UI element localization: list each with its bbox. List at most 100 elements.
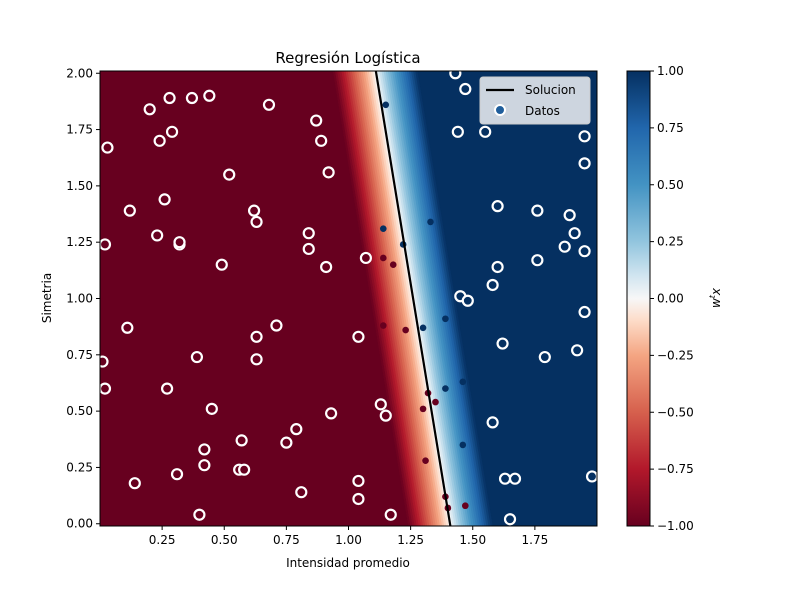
data-point (320, 260, 333, 274)
data-point (302, 242, 315, 256)
legend-box (479, 76, 591, 125)
y-tick-label: 0.75 (66, 348, 93, 362)
y-tick-label: 1.00 (66, 292, 93, 306)
data-point (143, 103, 156, 116)
data-point (374, 398, 387, 411)
chart-title: Regresión Logística (275, 49, 420, 67)
y-tick-label: 0.50 (66, 404, 93, 418)
colorbar-gradient (626, 70, 651, 527)
data-point (170, 468, 184, 481)
data-point (185, 91, 199, 105)
y-tick-label: 1.50 (66, 179, 93, 193)
data-point (198, 459, 211, 472)
surface-band (394, 71, 473, 526)
surface-band (389, 71, 468, 526)
data-point (173, 236, 186, 249)
data-point (486, 416, 499, 429)
data-point (205, 402, 218, 415)
surface-band (343, 71, 422, 526)
y-tick-label: 1.75 (66, 123, 93, 137)
surface-band (362, 71, 441, 526)
data-point (578, 245, 591, 258)
data-point (223, 168, 236, 181)
legend-label-solucion: Solucion (525, 83, 576, 97)
data-point (325, 407, 338, 420)
surface-band (398, 71, 477, 526)
y-axis-label: Simetria (40, 273, 54, 323)
legend: Solucion Datos (479, 76, 591, 125)
surface-band (400, 71, 479, 526)
colorbar-tick-label: 1.00 (657, 64, 684, 78)
data-point (158, 193, 171, 206)
data-point (302, 227, 315, 240)
data-point (100, 238, 112, 251)
data-point (352, 492, 365, 506)
surface-band (337, 71, 416, 526)
data-point (491, 200, 504, 213)
data-point (496, 337, 509, 350)
data-point (384, 508, 397, 521)
surface-band (413, 71, 492, 526)
data-point (427, 218, 434, 226)
data-point (531, 254, 544, 267)
data-point (379, 225, 387, 232)
surface-band (370, 71, 449, 526)
colorbar-tick-label: −0.50 (657, 405, 694, 419)
x-tick-label: 1.00 (335, 533, 362, 547)
data-point (491, 260, 504, 274)
data-point (449, 71, 462, 80)
surface-band (366, 71, 445, 526)
surface-band (415, 71, 494, 526)
data-point (486, 278, 499, 292)
x-axis: 0.25 0.50 0.75 1.00 1.25 1.50 1.75 (149, 526, 548, 547)
surface-band (392, 71, 471, 526)
x-tick-label: 1.25 (397, 533, 424, 547)
data-point (203, 89, 216, 102)
surface-band (387, 71, 466, 526)
colorbar-tick-label: −0.75 (657, 462, 694, 476)
data-point (128, 477, 141, 490)
surface-band (360, 71, 439, 526)
surface-band (345, 71, 424, 526)
data-point (432, 398, 439, 406)
data-point (100, 355, 109, 368)
data-point (100, 382, 112, 395)
data-point (503, 513, 517, 526)
legend-label-datos: Datos (525, 104, 560, 118)
colorbar-ticks: 1.00 0.75 0.50 0.25 0.00 −0.25 −0.50 −0.75 −1.00 (650, 64, 694, 533)
data-point (568, 227, 581, 240)
data-point (123, 204, 136, 217)
data-point (479, 125, 492, 138)
decision-surface (100, 71, 597, 526)
surface-band (417, 71, 597, 526)
surface-band (354, 71, 433, 526)
colorbar-tick-label: 0.50 (657, 178, 684, 192)
data-point (295, 486, 308, 499)
data-point (310, 114, 323, 127)
surface-band (332, 71, 411, 526)
data-point (578, 305, 591, 319)
surface-band (356, 71, 435, 526)
colorbar-tick-label: −0.25 (657, 348, 694, 362)
data-point (531, 204, 544, 217)
data-point (571, 344, 584, 357)
data-point (250, 353, 263, 366)
data-point (419, 405, 427, 413)
data-point (153, 134, 166, 147)
surface-band (377, 71, 456, 526)
x-tick-label: 1.75 (522, 533, 549, 547)
data-point (163, 91, 176, 105)
data-point (315, 134, 328, 147)
data-point (190, 350, 204, 364)
data-point (379, 409, 392, 422)
surface-band (408, 71, 487, 526)
surface-band (368, 71, 447, 526)
x-tick-label: 1.50 (459, 533, 486, 547)
data-point (290, 423, 303, 436)
data-point (352, 330, 365, 343)
data-point (422, 457, 429, 464)
data-point (459, 82, 472, 96)
data-point (359, 251, 372, 265)
data-point (563, 209, 576, 222)
colorbar-tick-label: 0.00 (657, 292, 684, 306)
